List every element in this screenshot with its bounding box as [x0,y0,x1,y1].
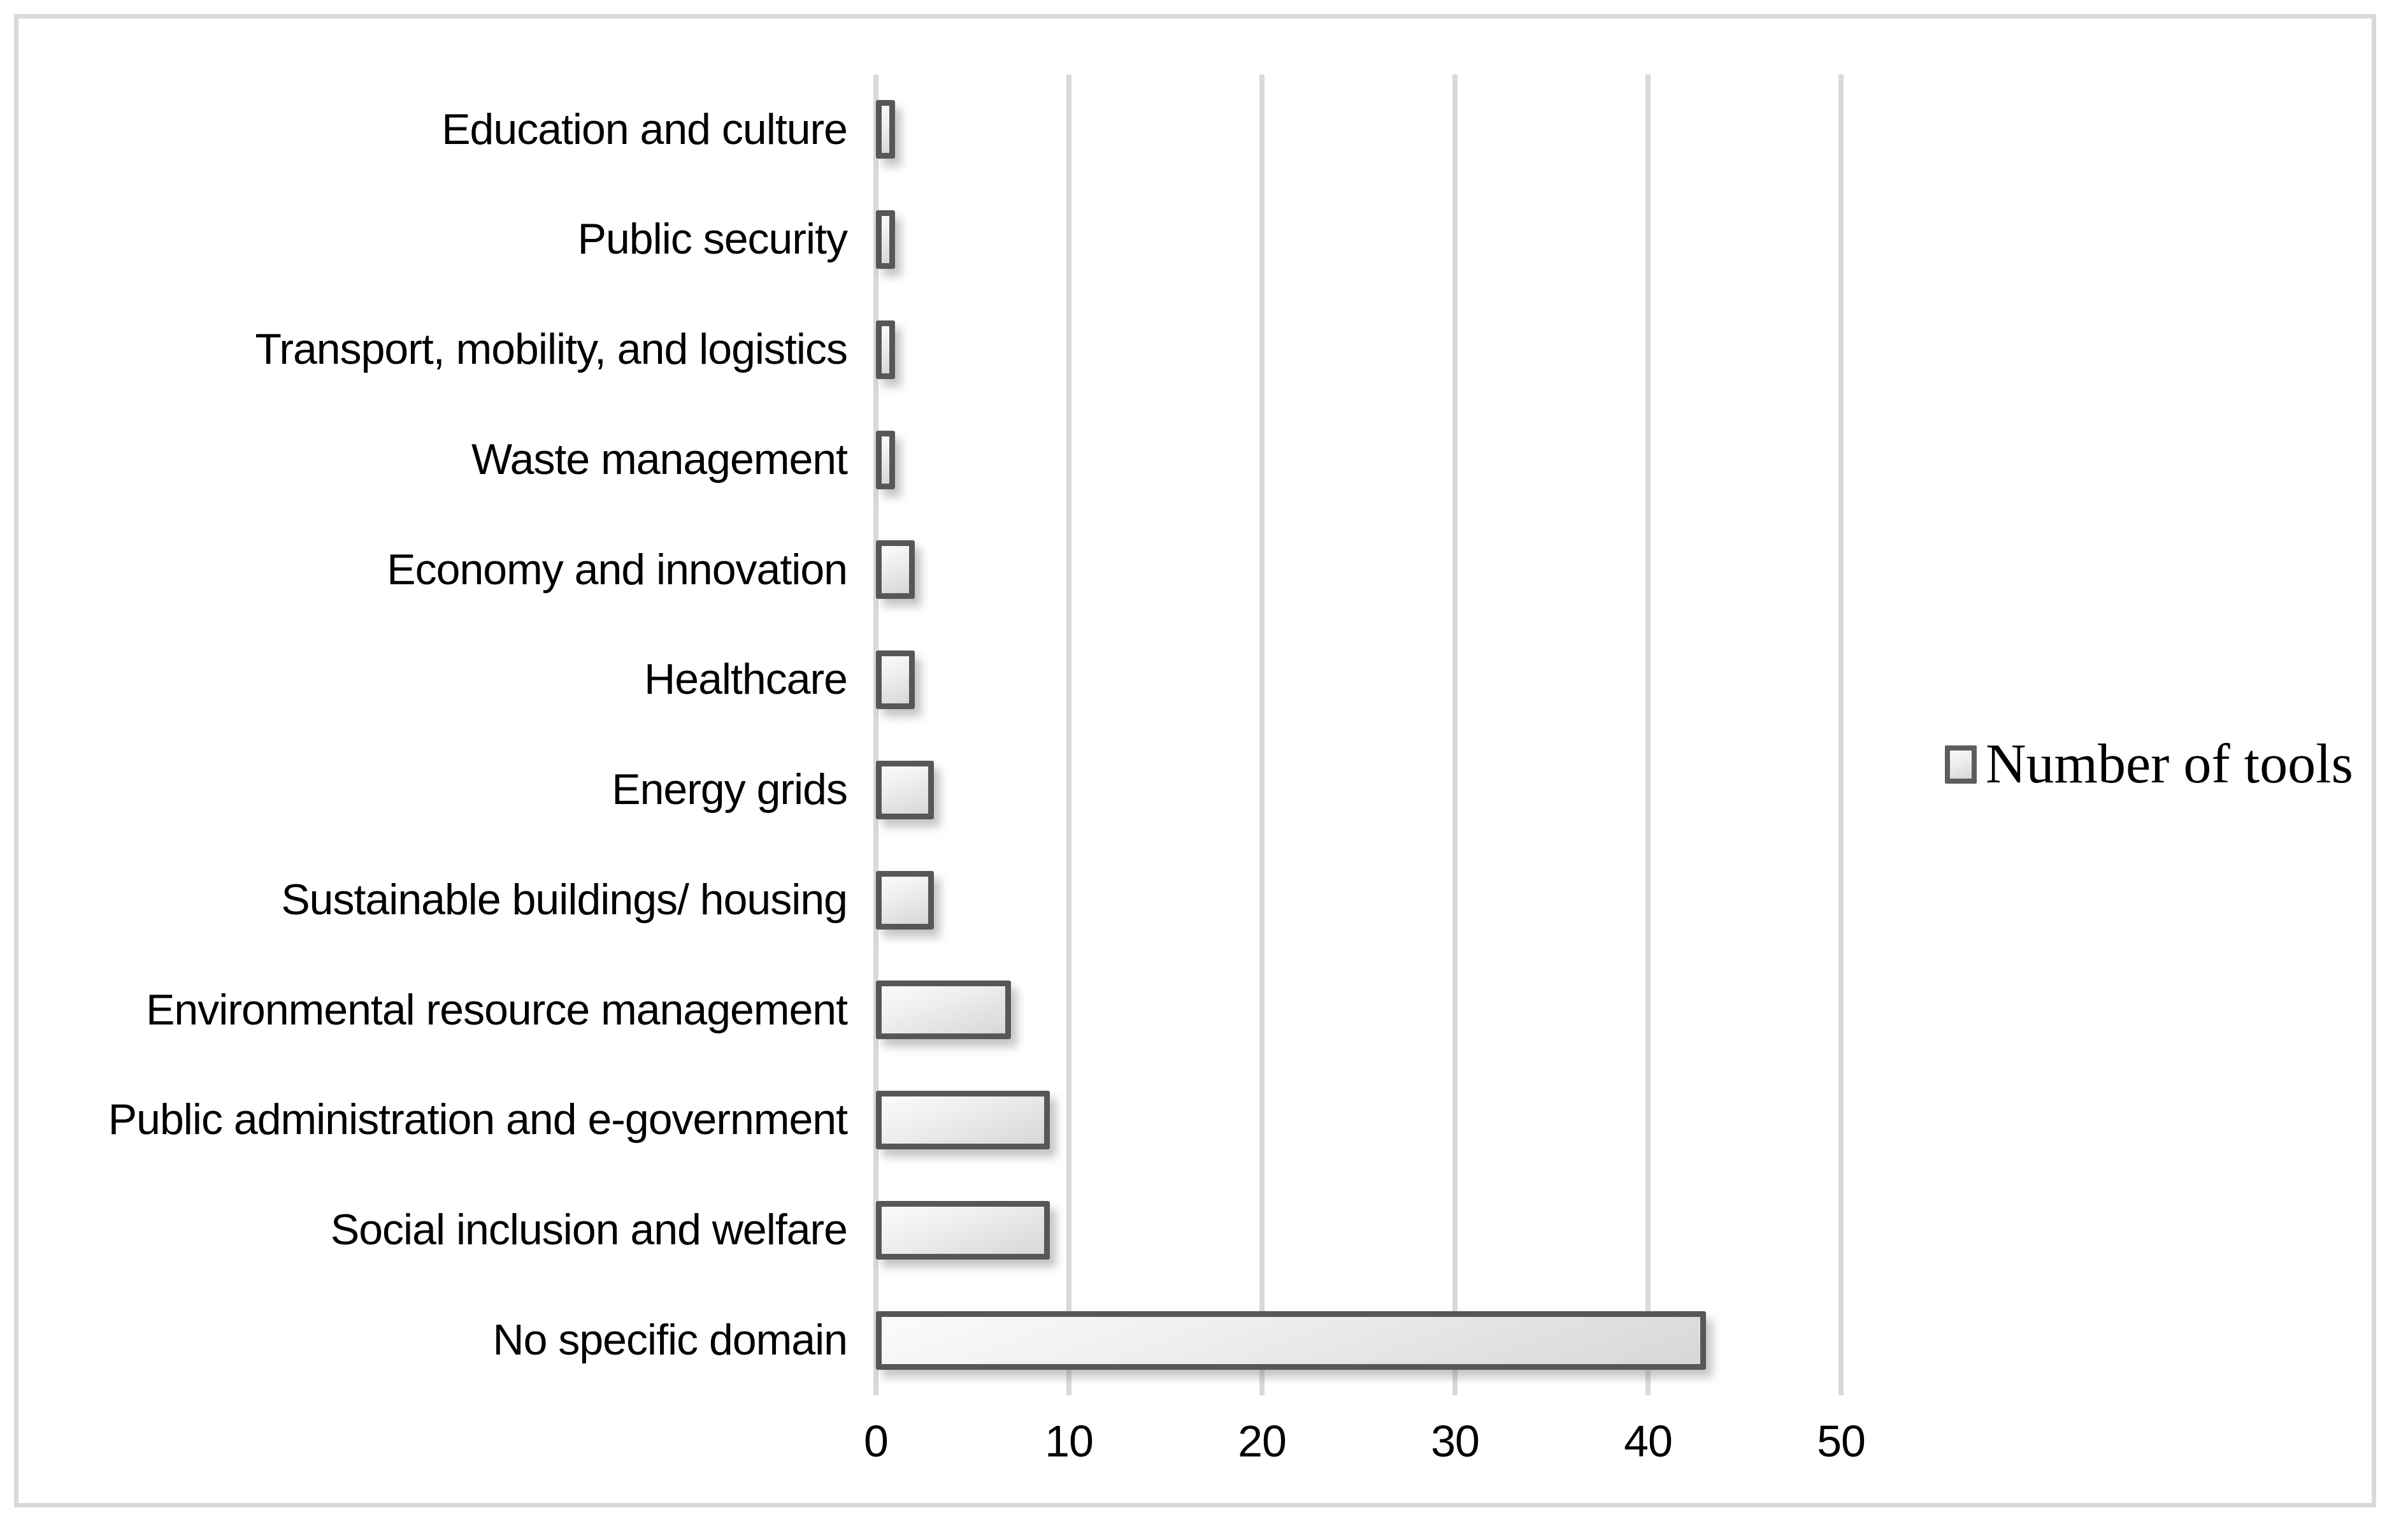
category-label: Public administration and e-government [108,1095,848,1144]
bar-track [876,430,1841,489]
bar [876,760,934,819]
bar-track [876,100,1841,159]
category-label: Economy and innovation [387,545,848,594]
bar [876,651,915,710]
category-row: Transport, mobility, and logistics [14,295,1841,405]
bar-track [876,210,1841,270]
category-row: No specific domain [14,1285,1841,1395]
bar [876,1091,1050,1150]
category-row: Education and culture [14,75,1841,185]
bar-track [876,1311,1841,1370]
category-row: Waste management [14,405,1841,515]
bar-track [876,1091,1841,1150]
bar-track [876,1200,1841,1260]
bar [876,1200,1050,1260]
x-tick-label: 40 [1624,1416,1673,1466]
category-label: Transport, mobility, and logistics [255,325,848,374]
category-row: Healthcare [14,625,1841,735]
bar [876,1311,1706,1370]
bar-track [876,320,1841,379]
category-label: No specific domain [492,1315,848,1364]
gridline [1259,75,1265,1395]
category-row: Environmental resource management [14,955,1841,1065]
bar [876,870,934,930]
x-axis: 0 10 20 30 40 50 [864,1416,1866,1473]
category-row: Public administration and e-government [14,1065,1841,1175]
gridline [1645,75,1651,1395]
bar [876,210,896,270]
category-label: Social inclusion and welfare [330,1205,848,1254]
gridline [1452,75,1458,1395]
category-label: Energy grids [612,765,848,814]
legend-series-marker-icon [1945,745,1977,784]
x-tick-label: 30 [1431,1416,1480,1466]
bar-rows: Education and culture Public security Tran… [14,75,1841,1395]
category-label: Education and culture [441,104,848,154]
x-tick-label: 50 [1817,1416,1866,1466]
category-row: Energy grids [14,735,1841,845]
category-row: Public security [14,185,1841,295]
bar [876,981,1012,1040]
category-label: Environmental resource management [146,985,848,1034]
bar [876,100,896,159]
x-tick-label: 20 [1238,1416,1287,1466]
bar-track [876,651,1841,710]
bar [876,320,896,379]
bar-track [876,981,1841,1040]
x-tick-label: 10 [1045,1416,1094,1466]
bar [876,430,896,489]
category-label: Sustainable buildings/ housing [281,875,848,924]
category-label: Public security [577,215,848,264]
gridline [1838,75,1844,1395]
category-row: Sustainable buildings/ housing [14,845,1841,955]
bar-track [876,760,1841,819]
category-label: Waste management [471,435,848,484]
gridline [873,75,878,1395]
category-label: Healthcare [644,655,848,704]
x-tick-label: 0 [864,1416,889,1466]
bar [876,540,915,600]
figure-border [14,14,2376,1507]
category-row: Economy and innovation [14,515,1841,625]
category-row: Social inclusion and welfare [14,1175,1841,1286]
bar-track [876,870,1841,930]
gridline [1066,75,1071,1395]
legend: Number of tools [1945,737,2353,793]
legend-label: Number of tools [1986,733,2353,795]
plot-area [873,75,1844,1395]
bar-track [876,540,1841,600]
